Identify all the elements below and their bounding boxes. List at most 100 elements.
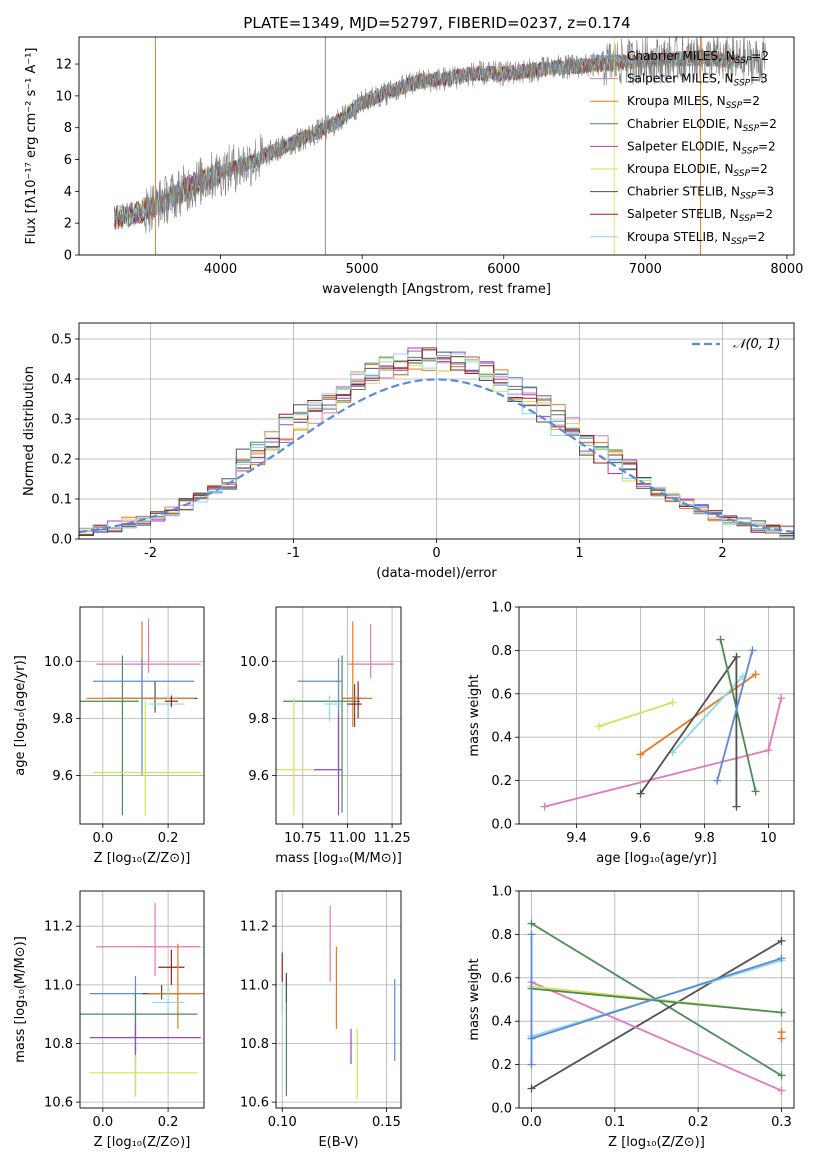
y-tick-label: 4 [64,185,72,200]
mass-weight-marker [540,802,549,811]
legend-label: Chabrier STELIB, NSSP=3 [627,185,774,202]
y-tick-label: 10.0 [44,655,73,670]
x-axis-label: E(B-V) [318,1135,358,1150]
x-tick-label: 0 [432,546,440,561]
error-bar-point [342,684,368,727]
legend-label: Kroupa MILES, NSSP=2 [627,94,760,111]
y-tick-label: 1.0 [491,601,512,616]
residuals-panel: -2 -1 0 1 2 0.0 0.1 0.2 0.3 0.4 0.5 (data-model)/er… [22,322,795,581]
x-axis-label: age [log₁₀(age/yr)] [596,851,717,866]
x-tick-label: 0.10 [268,1115,297,1130]
y-tick-label: 0.0 [491,1102,512,1117]
mass-weight-line [531,987,782,1014]
mass-weight-marker [668,698,677,707]
error-bar-point [89,976,201,1062]
y-tick-label: 1.0 [491,885,512,900]
y-tick-label: 10 [55,89,72,104]
x-tick-label: 5000 [346,262,379,277]
legend-label: Chabrier ELODIE, NSSP=2 [627,117,777,134]
mass-vs-EBV-panel: 0.10 0.15 10.6 10.8 11.0 11.2 E(B-V) [240,890,402,1150]
y-tick-label: 9.6 [52,769,73,784]
mass-weight-line [531,957,782,1040]
y-tick-label: 0.1 [51,493,72,508]
axes-frame [78,36,795,256]
error-bar-point [80,655,139,816]
axes-frame [78,322,795,540]
y-tick-label: 10.8 [44,1037,73,1052]
y-axis-label: age [log₁₀(age/yr)] [13,655,28,776]
x-tick-label: -1 [287,546,300,561]
error-bar-point [342,621,373,727]
y-tick-label: 0.6 [491,687,512,702]
error-bar-point [96,618,201,673]
error-bar-point [148,695,185,725]
x-tick-label: 10 [760,831,777,846]
mass-weight-line [639,654,738,807]
error-bar-point [283,655,360,813]
mass-weight-marker [777,1071,786,1080]
error-bar-point [96,902,201,977]
y-tick-label: 10.0 [240,655,269,670]
y-tick-label: 0.2 [491,1058,512,1073]
mass-weight-line [719,639,757,792]
y-axis-label: Flux [fλ10⁻¹⁷ erg cm⁻² s⁻¹ A⁻¹] [24,48,39,245]
y-tick-label: 10.8 [240,1037,269,1052]
y-tick-label: 9.8 [248,712,269,727]
y-tick-label: 0.5 [51,333,72,348]
x-tick-label: 0.2 [158,1115,179,1130]
x-tick-label: 0.0 [521,1115,542,1130]
y-tick-label: 8 [64,121,72,136]
error-bar-point [313,712,343,816]
y-tick-label: 9.8 [52,712,73,727]
y-tick-label: 11.2 [44,920,73,935]
error-bar-point [89,1055,198,1097]
y-tick-label: 0 [64,249,72,264]
weight-vs-Z-panel: 0.0 0.1 0.2 0.3 0.0 0.2 0.4 0.6 0.8 1.0 Z [log₁₀(Z… [467,885,795,1150]
y-tick-label: 12 [55,58,72,73]
axes-frame [79,606,205,825]
mass-weight-marker [751,787,760,796]
mass-weight-marker [594,722,603,731]
y-tick-label: 10.6 [44,1096,73,1111]
figure-title: PLATE=1349, MJD=52797, FIBERID=0237, z=0… [243,14,630,32]
mass-weight-line [531,940,782,1090]
error-bar-point [164,695,178,707]
mass-weight-line [598,701,673,728]
error-bar-point [324,695,343,722]
error-bar-point [347,681,362,719]
error-bar-point [89,1022,201,1053]
mass-weight-marker [527,919,536,928]
mass-weight-line [531,981,782,1092]
normal-reference-curve [78,378,795,534]
x-axis-label: wavelength [Angstrom, rest frame] [322,282,551,297]
mass-weight-marker [764,746,773,755]
error-bar-point [158,949,185,985]
legend-label: Salpeter ELODIE, NSSP=2 [627,139,776,156]
error-bar-point [93,701,201,816]
y-tick-label: 0.4 [51,373,72,388]
x-tick-label: 10.75 [284,831,321,846]
y-tick-label: 0.6 [491,971,512,986]
y-axis-label: mass [log₁₀(M/M⊙)] [13,936,28,1063]
error-bar-point [148,943,204,1029]
x-tick-label: 0.0 [92,1115,113,1130]
x-tick-label: 9.8 [694,831,715,846]
x-tick-label: 0.3 [771,1115,792,1130]
y-tick-label: 0.4 [491,731,512,746]
legend-label: 𝒩(0, 1) [733,337,780,352]
y-tick-label: 11.0 [240,978,269,993]
mass-weight-marker [713,776,722,785]
x-axis-label: Z [log₁₀(Z/Z⊙)] [608,1135,705,1150]
mass-weight-marker [527,1084,536,1093]
y-tick-label: 0.2 [51,453,72,468]
y-tick-label: 0.0 [491,818,512,833]
x-tick-label: 9.4 [566,831,587,846]
x-tick-label: 9.6 [630,831,651,846]
y-tick-label: 6 [64,153,72,168]
mass-weight-marker [527,1060,536,1069]
y-tick-label: 0.3 [51,413,72,428]
legend-label: Salpeter MILES, NSSP=3 [627,72,768,89]
x-tick-label: 4000 [204,262,237,277]
x-axis-label: Z [log₁₀(Z/Z⊙)] [94,851,191,866]
